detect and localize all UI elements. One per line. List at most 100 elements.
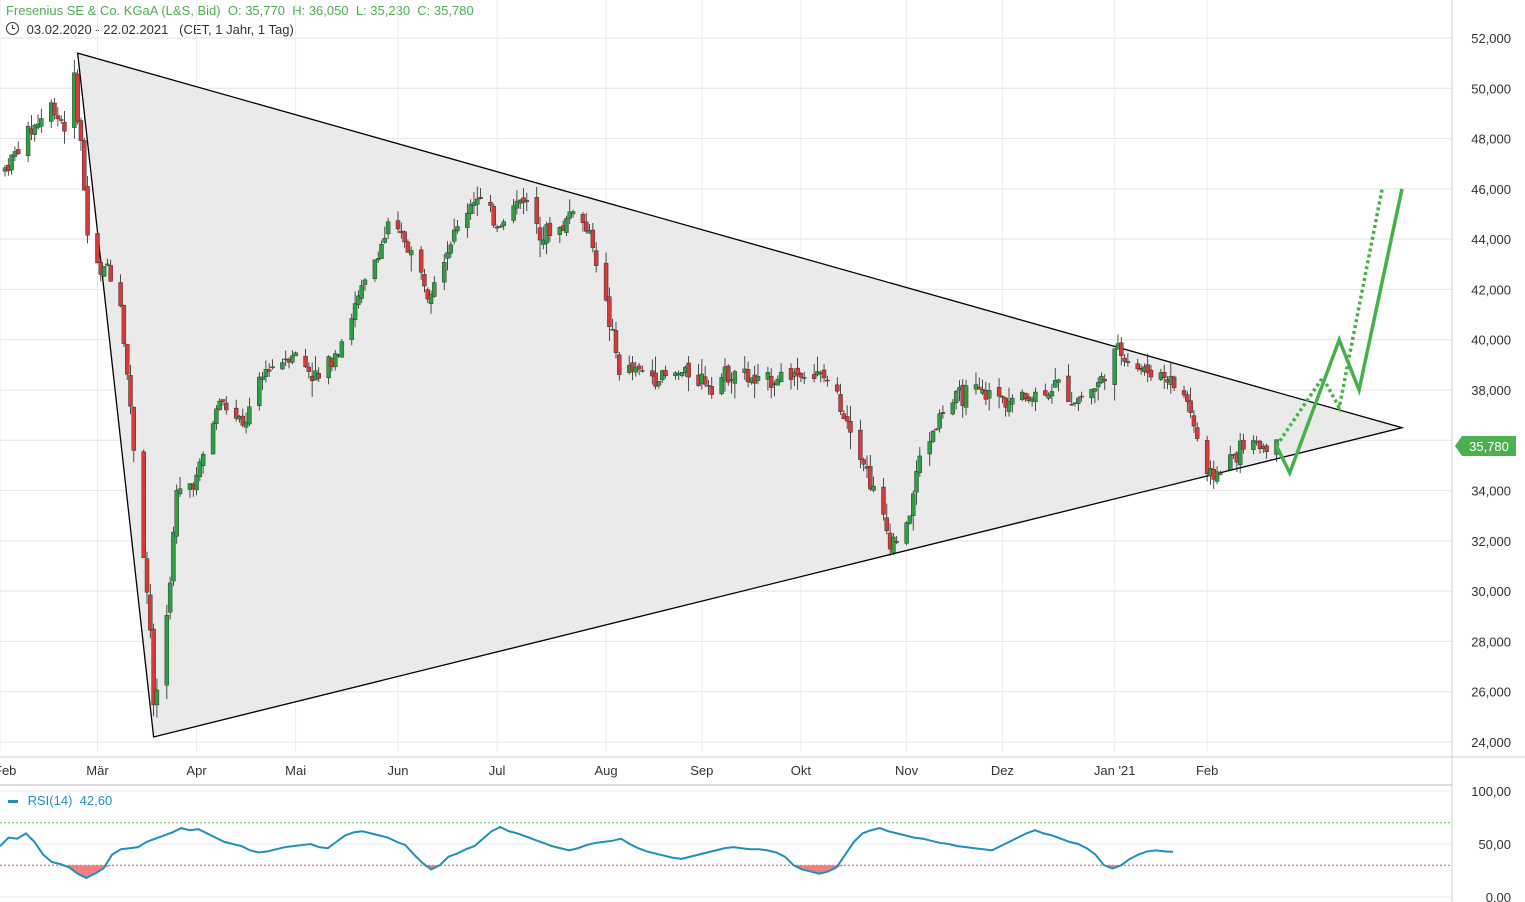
candle-body [488, 201, 493, 206]
y-tick-label: 40,000 [1471, 333, 1511, 348]
candle-body [1006, 400, 1012, 412]
candle-body [442, 261, 447, 283]
y-tick-label: 32,000 [1471, 534, 1511, 549]
candle-body [1046, 394, 1051, 399]
candle-body [362, 279, 368, 285]
candle-body [911, 493, 916, 516]
candle-body [537, 227, 543, 241]
candle-body [610, 329, 615, 331]
candle-body [233, 407, 239, 419]
candle-body [372, 259, 378, 280]
x-tick-label: Okt [791, 763, 812, 778]
candle-body [55, 115, 61, 120]
candle-body [270, 366, 275, 369]
candle-body [1251, 440, 1256, 450]
candle-body [478, 197, 483, 199]
candle-body [194, 474, 199, 491]
candle-body [220, 399, 226, 402]
candle-body [511, 205, 516, 221]
candle-body [405, 241, 411, 253]
candle-body [835, 384, 840, 392]
candle-body [1043, 390, 1048, 396]
candle-body [904, 522, 909, 544]
low-label: L: [355, 3, 367, 18]
candle-body [1076, 397, 1081, 404]
candle-body [121, 305, 127, 344]
candle-body [379, 243, 384, 259]
candle-body [1195, 427, 1200, 439]
candle-body [1257, 440, 1263, 449]
candle-body [25, 126, 31, 157]
candle-body [200, 453, 206, 466]
candle-body [617, 354, 622, 375]
candle-body [197, 461, 203, 478]
candle-body [422, 274, 427, 287]
candle-body [402, 231, 407, 243]
candle-body [475, 198, 480, 205]
candle-body [339, 341, 345, 358]
candle-body [702, 376, 708, 385]
candle-body [171, 531, 176, 582]
candle-body [848, 421, 853, 433]
candle-body [1102, 378, 1107, 382]
candle-body [1145, 364, 1150, 374]
candle-body [349, 318, 354, 340]
candle-body [547, 222, 553, 236]
candle-body [745, 369, 751, 383]
candle-body [917, 455, 923, 473]
candle-body [167, 582, 173, 613]
candle-body [663, 370, 668, 377]
candle-body [58, 119, 64, 121]
candle-body [101, 266, 107, 277]
y-tick-label: 30,000 [1471, 584, 1511, 599]
candle-body [884, 517, 889, 531]
candle-body [930, 430, 936, 442]
candle-body [1066, 375, 1071, 402]
candle-body [1218, 472, 1223, 475]
candle-body [1214, 471, 1220, 482]
candle-body [214, 408, 219, 424]
candle-body [260, 376, 265, 380]
price-axis: 52,000 50,000 48,000 46,000 44,000 42,000 40,0… [1471, 31, 1511, 750]
candle-body [148, 594, 153, 631]
candle-body [1191, 415, 1197, 427]
chart-settings: (CET, 1 Jahr, 1 Tag) [179, 22, 294, 37]
instrument-title: Fresenius SE & Co. KGaA (L&S, Bid) [6, 3, 221, 18]
close-value: 35,780 [433, 3, 474, 18]
candle-body [927, 441, 932, 455]
candle-body [293, 352, 298, 357]
candle-body [778, 371, 784, 383]
candle-body [825, 379, 830, 382]
candle-body [306, 366, 312, 372]
candle-body [95, 233, 100, 264]
candle-body [247, 406, 252, 425]
x-tick-label: Jun [388, 763, 409, 778]
candle-body [359, 285, 364, 299]
candle-body [1185, 394, 1190, 402]
candle-body [385, 221, 391, 235]
clock-icon[interactable] [6, 22, 19, 35]
candle-body [1264, 445, 1269, 453]
candle-body [1122, 357, 1127, 362]
candle-body [356, 295, 361, 305]
x-tick-label: Aug [595, 763, 618, 778]
candle-body [210, 423, 216, 455]
candle-body [564, 218, 569, 233]
y-tick-label: 52,000 [1471, 31, 1511, 46]
candle-body [280, 362, 285, 370]
candle-body [1056, 379, 1061, 383]
candle-body [1079, 395, 1084, 398]
candle-body [1033, 391, 1038, 402]
candle-body [1000, 395, 1005, 398]
candle-body [451, 229, 457, 242]
projection-solid-path [1274, 188, 1404, 478]
candle-body [1162, 372, 1167, 378]
candle-body [52, 102, 57, 116]
candle-body [151, 628, 156, 706]
y-tick-label: 48,000 [1471, 132, 1511, 147]
candle-body [164, 615, 170, 686]
candle-body [613, 330, 619, 354]
candle-body [501, 221, 506, 227]
candle-body [640, 370, 645, 372]
